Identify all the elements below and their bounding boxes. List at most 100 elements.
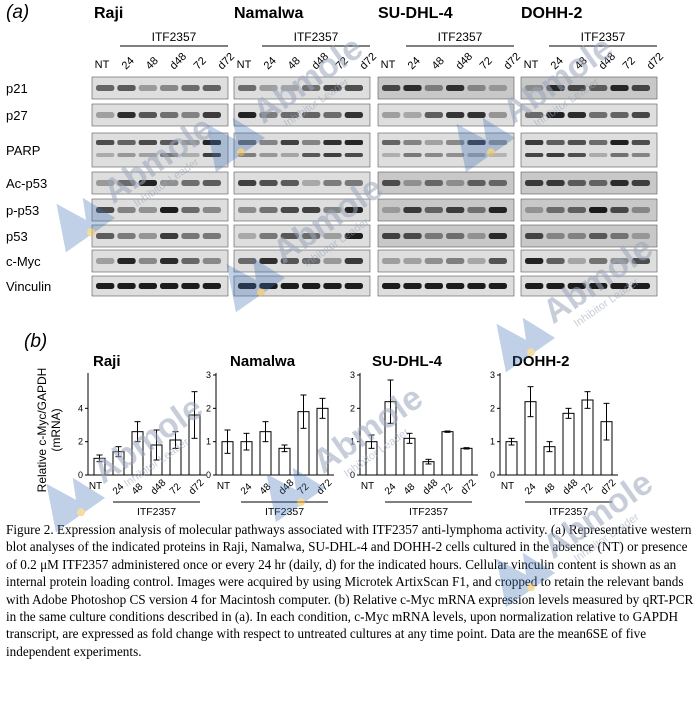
blot-band xyxy=(344,283,363,289)
blot-band xyxy=(567,85,586,91)
blot-band xyxy=(280,153,299,157)
blot-band xyxy=(238,207,257,213)
blot-band xyxy=(280,233,299,239)
x-tick-label: d72 xyxy=(459,477,479,497)
blot-band xyxy=(525,112,544,118)
blot-band xyxy=(589,283,608,289)
blot-band xyxy=(238,140,257,145)
blot-band xyxy=(259,85,278,91)
x-tick-label: d72 xyxy=(315,477,335,497)
blot-band xyxy=(589,180,608,186)
blot-band xyxy=(467,180,486,186)
blot-band xyxy=(202,207,221,213)
lane-label: NT xyxy=(95,59,110,71)
blot-band xyxy=(344,207,363,213)
blot-band xyxy=(446,207,465,213)
protein-label-p-p53: p-p53 xyxy=(6,203,39,218)
blot-band xyxy=(96,207,115,213)
blot-band xyxy=(631,283,650,289)
lane-label: d48 xyxy=(454,51,475,72)
blot-band xyxy=(181,258,200,264)
blot-band xyxy=(382,112,401,118)
x-tick-label: NT xyxy=(361,481,374,492)
blot-band xyxy=(424,112,443,118)
x-tick-label: 72 xyxy=(440,481,456,497)
blot-band xyxy=(302,180,321,186)
blot-band xyxy=(238,112,257,118)
blot-band xyxy=(631,112,650,118)
lane-label: d72 xyxy=(645,51,666,72)
blot-strip xyxy=(377,132,515,168)
blot-band xyxy=(344,233,363,239)
blot-band xyxy=(117,180,136,186)
blot-band xyxy=(424,85,443,91)
x-tick-label: d48 xyxy=(277,477,297,497)
blot-band xyxy=(138,153,157,157)
figure-caption: Figure 2. Expression analysis of molecul… xyxy=(6,522,694,659)
blot-band xyxy=(160,258,179,264)
blot-band xyxy=(546,283,565,289)
x-tick-label: 72 xyxy=(296,481,312,497)
blot-band xyxy=(202,233,221,239)
blot-band xyxy=(323,140,342,145)
blot-band xyxy=(344,112,363,118)
blot-band xyxy=(96,283,115,289)
x-tick-label: 24 xyxy=(239,481,255,497)
blot-band xyxy=(567,153,586,157)
cell-line-title-raji: Raji xyxy=(94,5,123,22)
blot-band xyxy=(610,153,629,157)
blot-band xyxy=(546,140,565,145)
blot-band xyxy=(589,153,608,157)
blot-band xyxy=(323,283,342,289)
blot-band xyxy=(344,258,363,264)
blot-band xyxy=(424,180,443,186)
y-tick-label: 3 xyxy=(206,370,211,380)
cell-line-title-su-dhl-4: SU-DHL-4 xyxy=(378,5,453,22)
blot-band xyxy=(467,233,486,239)
y-tick-label: 0 xyxy=(78,470,83,480)
blot-band xyxy=(138,140,157,145)
blot-band xyxy=(631,153,650,157)
blot-band xyxy=(259,180,278,186)
blot-band xyxy=(446,85,465,91)
blot-band xyxy=(160,85,179,91)
lane-label: d48 xyxy=(597,51,618,72)
blot-band xyxy=(403,153,422,157)
itf-group-label: ITF2357 xyxy=(265,506,304,518)
blot-band xyxy=(138,207,157,213)
blot-band xyxy=(424,233,443,239)
blot-band xyxy=(631,180,650,186)
blot-band xyxy=(631,140,650,145)
y-tick-label: 2 xyxy=(490,403,495,413)
blot-band xyxy=(525,207,544,213)
blot-band xyxy=(610,112,629,118)
blot-band xyxy=(160,112,179,118)
cell-line-title-namalwa: Namalwa xyxy=(234,5,303,22)
blot-band xyxy=(323,112,342,118)
blot-band xyxy=(96,112,115,118)
chart-title: Namalwa xyxy=(230,353,296,370)
lane-label: 24 xyxy=(549,55,566,72)
blot-band xyxy=(302,207,321,213)
blot-band xyxy=(323,258,342,264)
y-tick-label: 2 xyxy=(350,403,355,413)
x-tick-label: 48 xyxy=(258,481,274,497)
blot-band xyxy=(403,112,422,118)
blot-band xyxy=(96,233,115,239)
blot-band xyxy=(202,258,221,264)
lane-label: d72 xyxy=(216,51,237,72)
blot-band xyxy=(302,112,321,118)
blot-band xyxy=(138,85,157,91)
blot-band xyxy=(631,258,650,264)
lane-label: 48 xyxy=(144,55,161,72)
blot-band xyxy=(525,180,544,186)
protein-label-p27: p27 xyxy=(6,108,28,123)
blot-band xyxy=(382,180,401,186)
blot-band xyxy=(238,258,257,264)
x-tick-label: d72 xyxy=(599,477,619,497)
blot-band xyxy=(202,283,221,289)
blot-band xyxy=(546,233,565,239)
blot-band xyxy=(446,140,465,145)
